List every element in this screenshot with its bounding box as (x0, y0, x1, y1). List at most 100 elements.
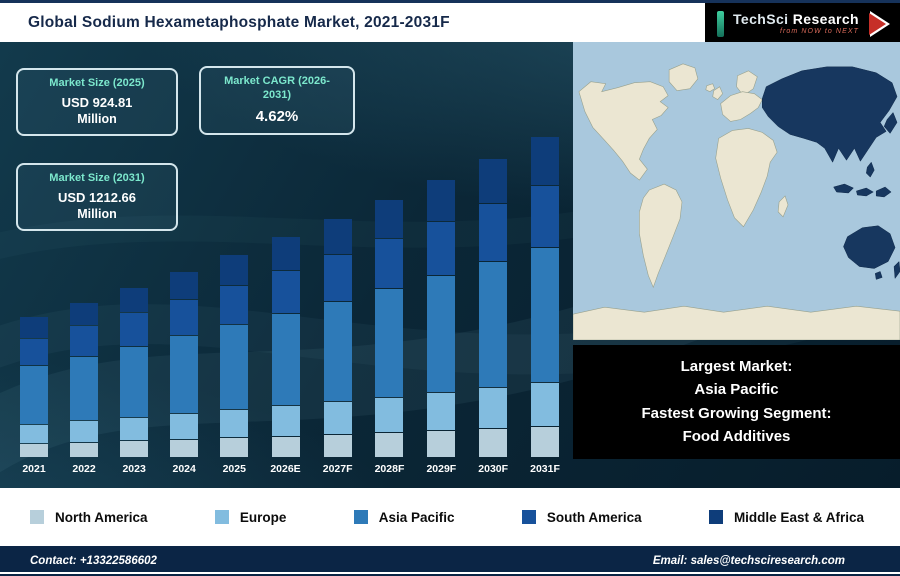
chart-area: Market Size (2025) USD 924.81 Million Ma… (0, 42, 900, 488)
bar-segment (170, 414, 199, 439)
largest-market-label: Largest Market: (680, 357, 793, 375)
stat-box-market-size-2031: Market Size (2031) USD 1212.66 Million (16, 163, 178, 231)
bar-segment (120, 417, 149, 441)
bar-segment (220, 325, 249, 410)
techsci-logo: TechSci Research from NOW to NEXT (705, 3, 900, 45)
category-label: 2028F (374, 463, 405, 475)
stacked-bar (170, 271, 199, 457)
bar-segment (427, 393, 456, 431)
legend-item-europe: Europe (214, 510, 286, 525)
stat-box-market-size-2025: Market Size (2025) USD 924.81 Million (16, 68, 178, 136)
legend-label: North America (55, 509, 148, 525)
map-highlight-asia-pacific (762, 66, 900, 280)
bar-column-2026e: 2026E (270, 122, 301, 478)
logo-tagline: from NOW to NEXT (779, 27, 859, 35)
legend-item-north-america: North America (30, 510, 148, 525)
stat-label: Market CAGR (2026-2031) (224, 75, 330, 101)
bar-segment (220, 254, 249, 285)
bar-column-2024: 2024 (170, 122, 199, 478)
stacked-bar (427, 180, 456, 457)
bar-segment (70, 421, 99, 442)
bar-segment (120, 346, 149, 417)
bar-segment (375, 397, 404, 432)
category-label: 2025 (222, 463, 246, 475)
logo-brand-primary: TechSci (733, 11, 789, 28)
stacked-bar (220, 254, 249, 457)
bar-segment (70, 326, 99, 356)
stacked-bar (479, 159, 508, 457)
contact-text: Contact: +13322586602 (30, 555, 157, 567)
bar-segment (323, 402, 352, 434)
bar-column-2023: 2023 (120, 122, 149, 478)
bar-segment (70, 356, 99, 421)
bar-segment (170, 271, 199, 299)
world-map (573, 42, 900, 340)
bar-column-2021: 2021 (20, 122, 48, 478)
category-label: 2023 (122, 463, 146, 475)
stat-value: USD 1212.66 (57, 189, 137, 205)
legend-swatch (708, 510, 723, 524)
bar-segment (170, 299, 199, 336)
header: Global Sodium Hexametaphosphate Market, … (0, 0, 900, 45)
bar-segment (479, 262, 508, 388)
logo-text: TechSci Research from NOW to NEXT (733, 12, 859, 35)
logo-mark-icon (717, 11, 724, 37)
legend-swatch (30, 510, 44, 524)
bar-segment (70, 302, 99, 326)
bar-column-2029f: 2029F (426, 122, 456, 478)
logo-brand: TechSci Research (733, 12, 859, 27)
bar-column-2030f: 2030F (478, 122, 508, 478)
bar-segment (20, 338, 48, 366)
page-title: Global Sodium Hexametaphosphate Market, … (28, 13, 450, 31)
stacked-bar (120, 287, 149, 457)
stacked-bar (531, 137, 560, 457)
bar-segment (375, 200, 404, 238)
legend-label: Asia Pacific (378, 509, 455, 525)
category-label: 2030F (478, 463, 509, 475)
bar-column-2025: 2025 (220, 122, 249, 478)
fastest-segment-label: Fastest Growing Segment: (641, 404, 832, 422)
category-label: 2022 (72, 463, 96, 475)
largest-market-value: Asia Pacific (694, 381, 779, 398)
bar-segment (427, 431, 456, 457)
footer: Contact: +13322586602 Email: sales@techs… (0, 546, 900, 576)
bar-segment (531, 427, 560, 457)
stat-unit: Million (77, 111, 117, 126)
stacked-bar (70, 302, 99, 457)
bar-segment (427, 221, 456, 276)
legend-swatch (521, 510, 536, 524)
bar-segment (170, 336, 199, 414)
bar-segment (20, 444, 48, 457)
bar-segment (479, 159, 508, 204)
bar-segment (479, 429, 508, 457)
email-text: Email: sales@techsciresearch.com (652, 555, 845, 567)
bar-segment (531, 383, 560, 426)
stat-box-market-cagr: Market CAGR (2026-2031) 4.62% (199, 66, 355, 135)
category-label: 2021 (22, 463, 46, 475)
bar-segment (427, 276, 456, 393)
bar-segment (271, 436, 300, 457)
category-label: 2024 (172, 463, 196, 475)
bar-segment (531, 137, 560, 185)
category-label: 2026E (270, 463, 301, 475)
stat-value: 4.62% (255, 107, 299, 125)
legend-item-middle-east-africa: Middle East & Africa (708, 510, 864, 525)
category-label: 2029F (426, 463, 457, 475)
category-label: 2027F (322, 463, 353, 475)
bar-segment (479, 204, 508, 262)
bar-segment (220, 285, 249, 325)
bar-segment (271, 313, 300, 406)
bar-column-2027f: 2027F (323, 122, 353, 478)
stacked-bar (271, 237, 300, 457)
stacked-bar (20, 317, 48, 457)
stat-value: USD 924.81 (61, 94, 133, 110)
bar-segment (20, 317, 48, 338)
fastest-segment-value: Food Additives (682, 428, 791, 445)
stat-label: Market Size (2025) (49, 77, 145, 89)
bar-segment (120, 287, 149, 313)
bar-segment (120, 313, 149, 346)
bar-segment (531, 248, 560, 383)
stat-label: Market Size (2031) (49, 172, 145, 184)
bar-segment (271, 237, 300, 270)
